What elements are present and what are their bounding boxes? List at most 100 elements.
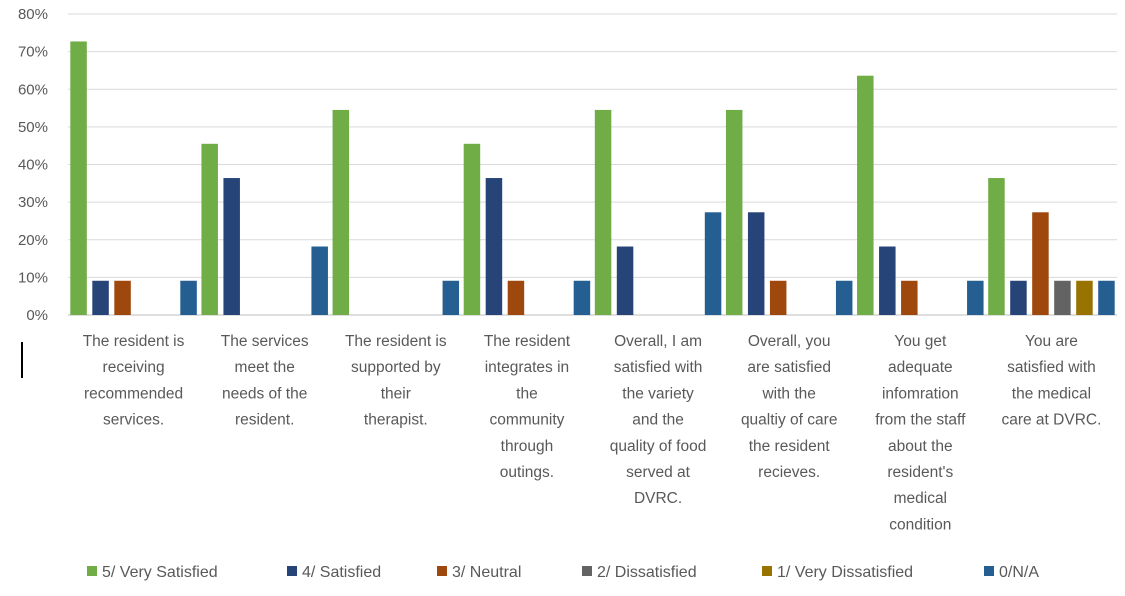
bar-6-5 — [704, 212, 722, 315]
category-label: from the staff — [875, 412, 966, 429]
category-label: about the — [888, 438, 953, 455]
category-label: recieves. — [758, 464, 820, 481]
bar-3-1 — [114, 280, 131, 315]
category-label: and the — [632, 412, 684, 429]
category-label: adequate — [888, 359, 953, 376]
legend-label: 3/ Neutral — [452, 564, 521, 581]
bar-6-3 — [442, 280, 460, 315]
bar-5-8 — [1076, 280, 1093, 315]
bar-1-1 — [70, 41, 87, 316]
category-label: Overall, I am — [614, 333, 702, 350]
category-label: supported by — [351, 359, 441, 376]
gridlines — [68, 13, 1117, 316]
category-label: their — [381, 385, 411, 402]
bar-2-5 — [616, 246, 634, 315]
legend-label: 4/ Satisfied — [302, 564, 381, 581]
bar-1-4 — [463, 143, 481, 315]
bar-6-4 — [573, 280, 591, 315]
legend-label: 2/ Dissatisfied — [597, 564, 697, 581]
y-axis-tick-labels: 0% 10% 20% 30% 40% 50% 60% 70% 80% — [18, 6, 48, 324]
bar-6-8 — [1098, 280, 1115, 315]
bar-3-4 — [507, 280, 525, 315]
bars — [70, 41, 1115, 316]
bar-6-6 — [835, 280, 853, 315]
category-label: through — [501, 438, 554, 455]
bar-4-8 — [1054, 280, 1071, 315]
category-label: The services — [221, 333, 309, 350]
y-tick-label: 20% — [18, 232, 48, 249]
category-label: the — [516, 385, 538, 402]
legend-swatch — [287, 566, 297, 576]
category-label: qualtiy of care — [741, 412, 838, 429]
category-label: You get — [894, 333, 947, 350]
legend-swatch — [437, 566, 447, 576]
y-tick-label: 30% — [18, 194, 48, 211]
category-label: needs of the — [222, 385, 307, 402]
category-label: medical — [894, 490, 947, 507]
category-label: satisfied with — [1007, 359, 1096, 376]
category-label: care at DVRC. — [1001, 412, 1101, 429]
bar-2-4 — [485, 178, 503, 315]
category-label: Overall, you — [748, 333, 831, 350]
category-label: resident's — [887, 464, 953, 481]
bar-1-2 — [201, 143, 218, 315]
category-label: therapist. — [364, 412, 428, 429]
legend-swatch — [762, 566, 772, 576]
bar-2-6 — [747, 212, 765, 315]
category-label: The resident — [484, 333, 571, 350]
category-label: The resident is — [83, 333, 185, 350]
category-label: The resident is — [345, 333, 447, 350]
bar-1-6 — [725, 109, 743, 315]
legend-swatch — [582, 566, 592, 576]
y-tick-label: 80% — [18, 6, 48, 23]
y-tick-label: 50% — [18, 119, 48, 136]
y-tick-label: 70% — [18, 44, 48, 61]
category-label: with the — [761, 385, 815, 402]
bar-1-7 — [857, 75, 874, 315]
category-label: integrates in — [485, 359, 569, 376]
bar-2-7 — [879, 246, 896, 315]
legend-label: 5/ Very Satisfied — [102, 564, 218, 581]
category-label: services. — [103, 412, 164, 429]
category-label: quality of food — [610, 438, 707, 455]
bar-2-2 — [223, 178, 240, 315]
bar-3-6 — [769, 280, 787, 315]
legend-label: 1/ Very Dissatisfied — [777, 564, 913, 581]
bar-2-8 — [1010, 280, 1027, 315]
bar-3-7 — [901, 280, 918, 315]
y-tick-label: 10% — [18, 269, 48, 286]
y-tick-label: 40% — [18, 157, 48, 174]
category-label: DVRC. — [634, 490, 682, 507]
category-label: meet the — [235, 359, 295, 376]
bar-1-3 — [332, 109, 350, 315]
bar-6-1 — [180, 280, 197, 315]
category-label: infomration — [882, 385, 959, 402]
category-label: recommended — [84, 385, 183, 402]
legend: 5/ Very Satisfied 4/ Satisfied 3/ Neutral 2… — [87, 564, 1039, 581]
legend-label: 0/N/A — [999, 564, 1039, 581]
bar-3-8 — [1032, 212, 1049, 315]
bar-1-8 — [988, 178, 1005, 315]
category-label: community — [489, 412, 564, 429]
category-label: the medical — [1012, 385, 1091, 402]
category-label: the variety — [622, 385, 694, 402]
category-label: satisfied with — [614, 359, 703, 376]
category-label: receiving — [103, 359, 165, 376]
category-label: resident. — [235, 412, 294, 429]
bar-6-7 — [967, 280, 984, 315]
bar-1-5 — [594, 109, 612, 315]
y-tick-label: 0% — [26, 307, 48, 324]
category-label: You are — [1025, 333, 1078, 350]
legend-swatch — [87, 566, 97, 576]
legend-swatch — [984, 566, 994, 576]
category-label: outings. — [500, 464, 554, 481]
bar-6-2 — [311, 246, 328, 315]
text-cursor — [21, 342, 23, 378]
category-label: condition — [889, 516, 951, 533]
y-tick-label: 60% — [18, 81, 48, 98]
bar-2-1 — [92, 280, 109, 315]
category-label: are satisfied — [747, 359, 831, 376]
category-label: served at — [626, 464, 690, 481]
category-label: the resident — [749, 438, 831, 455]
